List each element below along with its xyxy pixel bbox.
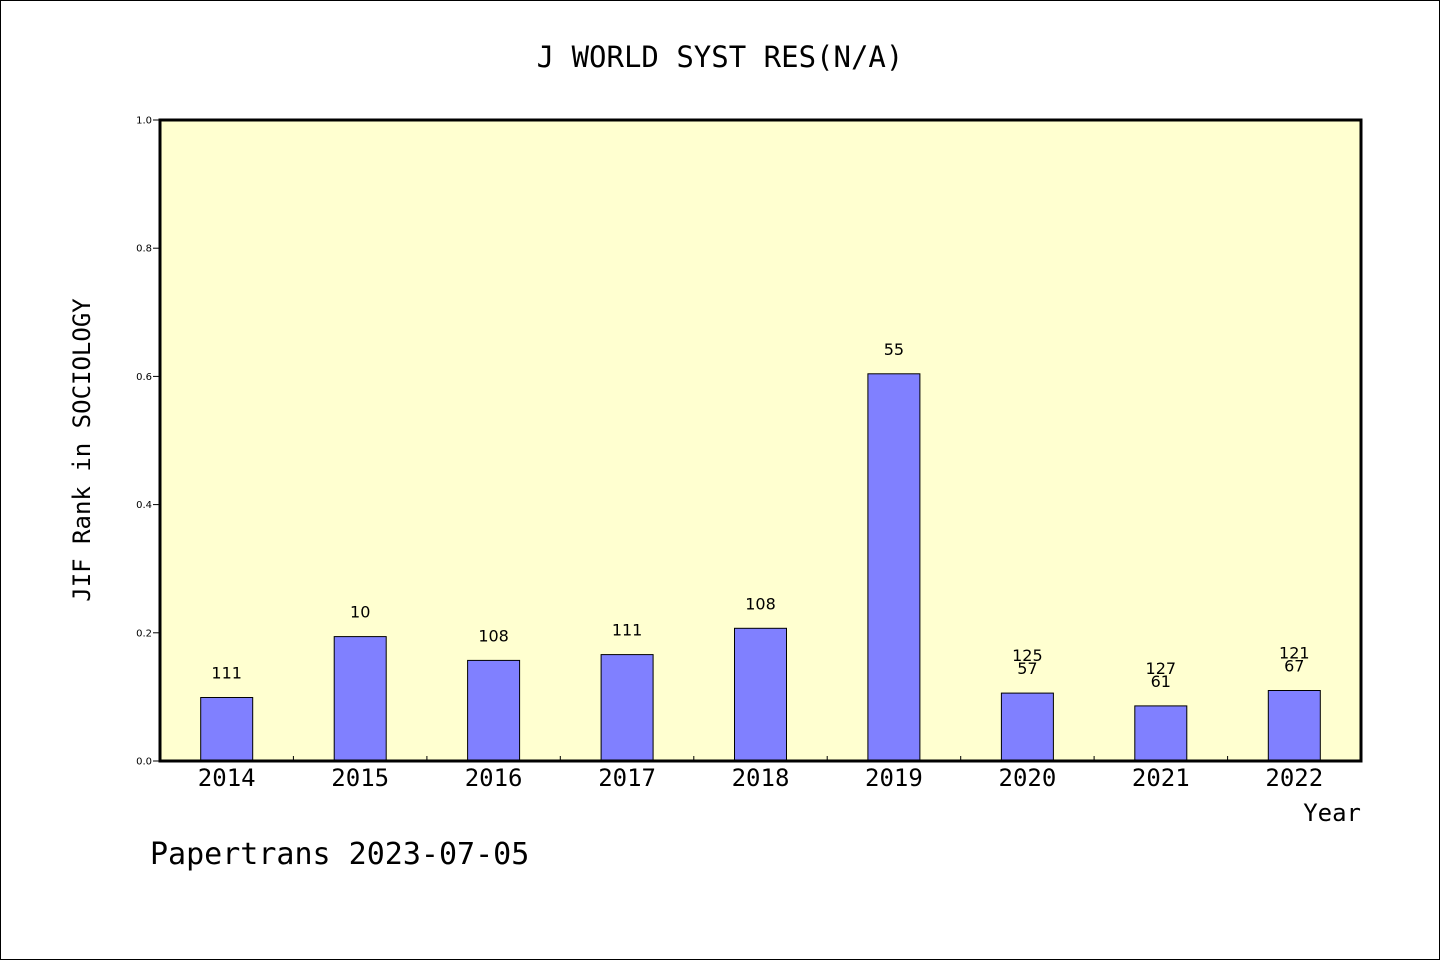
bar-2020: [1000, 692, 1054, 762]
bar-label-2015-1: 10: [350, 603, 370, 622]
x-tick-label-2021: 2021: [1132, 764, 1190, 792]
y-tick-label-4: 0.8: [136, 244, 152, 255]
y-axis-label: JIF Rank in SOCIOLOGY: [68, 298, 96, 602]
bar-2022: [1267, 690, 1321, 762]
bar-label-2019-1: 55: [884, 340, 904, 359]
bar-label-2020-1: 125: [1012, 646, 1043, 665]
bar-label-2017-1: 111: [612, 621, 643, 640]
bar-label-2020-2: 57: [1017, 659, 1037, 678]
bar-label-2021-1: 127: [1146, 659, 1177, 678]
x-tick-label-2017: 2017: [598, 764, 656, 792]
bar-label-2014-1: 111: [211, 664, 242, 683]
x-tick-label-2022: 2022: [1265, 764, 1323, 792]
x-tick-label-2020: 2020: [999, 764, 1057, 792]
bar-2019: [867, 373, 921, 762]
y-tick-label-1: 0.2: [136, 628, 152, 639]
footer-credit: Papertrans 2023-07-05: [150, 837, 529, 872]
bar-label-2021-2: 61: [1151, 672, 1171, 691]
x-axis-label: Year: [1303, 799, 1361, 827]
chart-title: J WORLD SYST RES(N/A): [537, 40, 904, 74]
y-tick-label-2: 0.4: [136, 500, 152, 511]
y-tick-label-0: 0.0: [136, 757, 152, 768]
x-tick-label-2015: 2015: [331, 764, 389, 792]
y-tick-label-3: 0.6: [136, 372, 152, 383]
bar-2016: [467, 659, 521, 762]
bar-label-2022-1: 121: [1279, 644, 1310, 663]
y-tick-label-5: 1.0: [136, 116, 152, 127]
bar-2021: [1134, 705, 1188, 762]
x-tick-label-2019: 2019: [865, 764, 923, 792]
bar-label-2016-1: 108: [478, 626, 509, 645]
bar-2018: [734, 627, 787, 762]
bar-label-2018-1: 108: [745, 594, 776, 613]
x-tick-label-2018: 2018: [732, 764, 790, 792]
bar-2014: [200, 697, 254, 762]
bar-2015: [333, 636, 387, 762]
x-tick-label-2014: 2014: [198, 764, 256, 792]
bar-label-2022-2: 67: [1284, 657, 1304, 676]
x-tick-label-2016: 2016: [465, 764, 523, 792]
plot-border: [158, 118, 1363, 763]
bar-2017: [600, 654, 654, 762]
